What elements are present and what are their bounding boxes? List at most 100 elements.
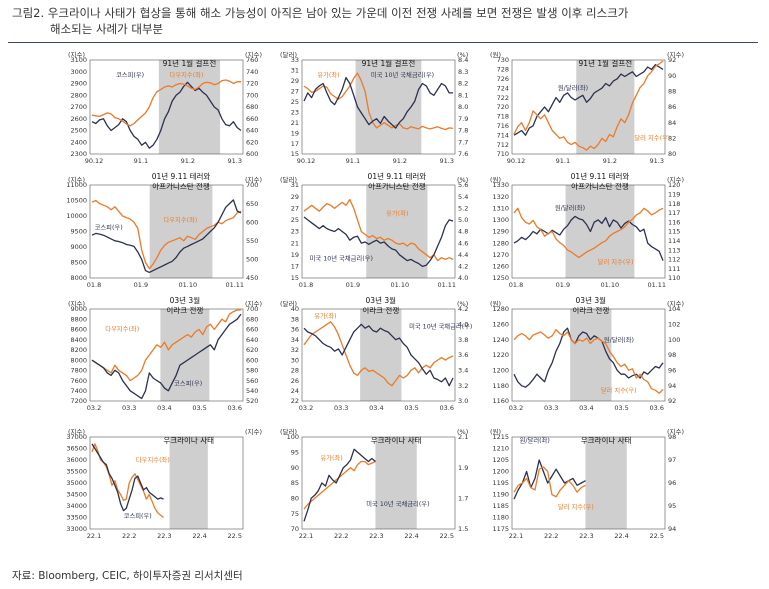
x-tick-label: 91.2 [181,157,195,165]
x-tick-label: 03.5 [192,404,206,412]
right-tick-label: 82 [668,135,676,143]
left-tick-label: 1280 [492,239,509,247]
left-tick-label: 712 [497,141,509,149]
right-tick-label: 98 [668,433,676,441]
series-label: 원/달러(좌) [558,83,588,92]
x-tick-label: 03.3 [334,404,348,412]
chart-title-line: 이라크 전쟁 [362,305,399,315]
series-label: 다우지수(좌) [163,215,197,224]
right-tick-label: 8.0 [458,103,468,111]
left-tick-label: 38 [291,315,299,323]
right-tick-label: 7.7 [458,138,468,146]
left-tick-label: 29 [291,193,299,201]
x-tick-label: 90.12 [507,157,526,165]
x-tick-label: 91.1 [346,157,360,165]
chart-title-line: 01년 9.11 테러와 [571,171,630,181]
x-tick-label: 91.1 [134,157,148,165]
right-tick-label: 3.8 [458,336,468,344]
left-tick-label: 33000 [66,525,87,533]
right-tick-label: 660 [246,326,258,334]
left-tick-label: 7200 [70,397,87,405]
series-line-navy [303,448,376,522]
x-tick-label: 91.2 [603,157,617,165]
x-tick-label: 03.5 [404,404,418,412]
source-note: 자료: Bloomberg, CEIC, 하이투자증권 리서치센터 [12,570,243,582]
chart-title-line: 아프가니스탄 전쟁 [152,181,210,191]
right-tick-label: 8.2 [458,80,468,88]
left-tick-label: 95 [291,449,299,457]
left-tick-label: 1160 [492,397,509,405]
left-tick-label: 1220 [492,351,509,359]
x-tick-label: 01.10 [391,281,410,289]
left-tick-label: 36 [291,326,299,334]
right-tick-label: 4.2 [458,263,468,271]
left-tick-label: 26 [291,377,299,385]
series-label: 다우지수(좌) [105,324,139,333]
left-tick-label: 2900 [70,80,87,88]
right-tick-label: 600 [246,218,258,226]
series-label: 달러 지수(우) [598,257,634,266]
chart-title-line: 우크라이나 사태 [163,435,214,445]
left-tick-label: 724 [497,84,509,92]
right-tick-label: 1.9 [458,464,468,472]
left-tick-label: 23 [291,108,299,116]
plot-frame [511,59,666,155]
right-tick-label: 450 [246,274,258,282]
plot-frame [89,436,244,530]
left-tick-label: 70 [291,525,299,533]
left-unit-label: (지수) [68,299,85,308]
x-tick-label: 22.5 [228,532,242,540]
left-tick-label: 31 [291,67,299,75]
right-tick-label: 90 [668,72,676,80]
right-tick-label: 620 [246,346,258,354]
right-tick-label: 550 [246,237,258,245]
left-tick-label: 2300 [70,150,87,158]
figure-title-line2: 해소되는 사례가 대부분 [50,22,164,36]
left-tick-label: 720 [497,103,509,111]
chart-title-line: 우크라이나 사태 [581,435,632,445]
series-line-orange [91,79,241,127]
left-tick-label: 1180 [492,382,509,390]
right-tick-label: 100 [668,336,680,344]
chart-panel-3: 91년 1월 걸프전(원) (지수)73072872672472272071871… [490,50,684,165]
right-tick-label: 5.6 [458,181,468,189]
left-tick-label: 1300 [492,216,509,224]
x-tick-label: 22.5 [440,532,454,540]
chart-title-line: 우크라이나 사태 [371,435,422,445]
left-tick-label: 32 [291,346,299,354]
series-line-orange [303,460,376,510]
left-unit-label: (지수) [68,175,85,184]
right-tick-label: 5.4 [458,193,468,201]
left-tick-label: 1180 [492,514,509,522]
series-line-navy [303,76,453,129]
left-unit-label: (달러) [280,50,297,59]
left-tick-label: 8000 [70,356,87,364]
left-tick-label: 1290 [492,228,509,236]
x-tick-label: 03.6 [228,404,242,412]
right-tick-label: 102 [668,321,680,329]
right-tick-label: 111 [668,265,680,273]
x-tick-label: 22.4 [192,532,206,540]
left-tick-label: 1270 [492,251,509,259]
plot-frame [511,184,666,279]
right-tick-label: 600 [246,356,258,364]
left-tick-label: 1260 [492,263,509,271]
x-tick-label: 22.3 [369,532,383,540]
series-line-navy [513,64,664,136]
x-tick-label: 91.1 [556,157,570,165]
right-unit-label: (지수) [667,50,684,59]
event-shade [360,309,402,401]
series-line-orange [513,60,664,151]
plot-frame [89,308,244,402]
plot-frame [301,59,456,155]
left-tick-label: 1210 [492,445,509,453]
x-tick-label: 22.2 [122,532,136,540]
x-tick-label: 22.5 [650,532,664,540]
right-unit-label: (%) [457,176,468,184]
right-tick-label: 4.2 [458,305,468,313]
right-tick-label: 5.0 [458,216,468,224]
right-tick-label: 104 [668,305,680,313]
